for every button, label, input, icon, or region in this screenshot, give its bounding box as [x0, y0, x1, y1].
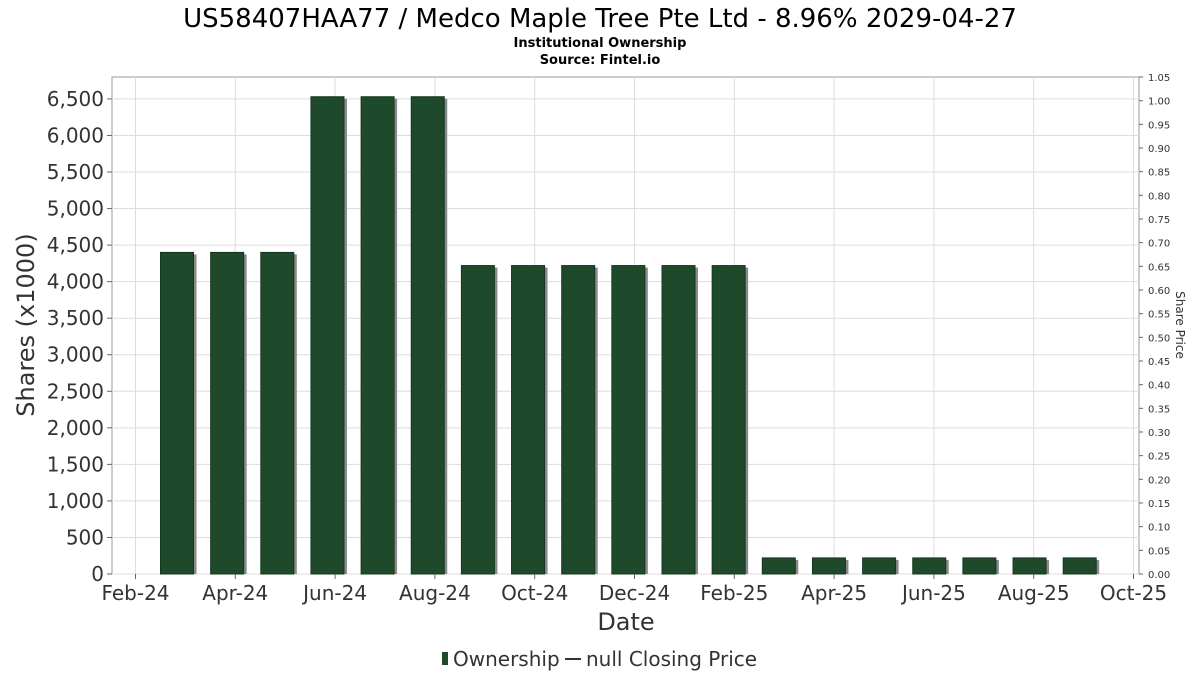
bar	[1012, 557, 1047, 575]
y2-tick-label: 0.80	[1148, 191, 1170, 202]
y2-tick-label: 0.50	[1148, 333, 1170, 344]
bar	[210, 251, 245, 575]
chart-subtitle: Institutional Ownership	[514, 36, 687, 51]
bar	[1062, 557, 1097, 575]
y2-tick-label: 1.05	[1148, 73, 1170, 84]
y2-tick-label: 0.55	[1148, 310, 1170, 321]
x-axis-label: Date	[597, 608, 654, 636]
bar	[611, 265, 646, 575]
bar	[811, 557, 846, 575]
y2-tick-label: 0.30	[1148, 428, 1170, 439]
y2-tick-label: 1.00	[1148, 97, 1170, 108]
y-tick-label: 2,000	[47, 416, 104, 440]
y2-tick-label: 0.75	[1148, 215, 1170, 226]
x-tick-label: Jun-25	[900, 581, 966, 605]
bar	[460, 265, 495, 575]
y2-tick-label: 0.25	[1148, 452, 1170, 463]
y-axis-left: 0 500 1,000 1,500 2,000 2,500 3,000 3,500 4,000 4…	[47, 87, 112, 586]
x-tick-label: Aug-24	[399, 581, 471, 605]
y2-tick-label: 0.15	[1148, 499, 1170, 510]
y-tick-label: 6,500	[47, 87, 104, 111]
chart-source: Source: Fintel.io	[540, 53, 661, 68]
bar	[912, 557, 947, 575]
bar	[962, 557, 997, 575]
bar	[661, 265, 696, 575]
x-tick-label: Oct-25	[1100, 581, 1167, 605]
y-tick-label: 2,500	[47, 379, 104, 403]
legend-ownership-swatch	[442, 652, 448, 665]
y-tick-label: 4,500	[47, 233, 104, 257]
bar	[410, 96, 445, 575]
y2-axis-label: Share Price	[1173, 291, 1187, 359]
bar	[160, 251, 194, 575]
bar	[360, 96, 395, 575]
legend: Ownership null Closing Price	[442, 647, 757, 671]
y-tick-label: 0	[91, 562, 104, 586]
y2-tick-label: 0.00	[1148, 570, 1170, 581]
x-tick-label: Jun-24	[301, 581, 367, 605]
bar	[260, 251, 295, 575]
x-tick-label: Apr-25	[801, 581, 867, 605]
y2-tick-label: 0.20	[1148, 475, 1170, 486]
x-tick-label: Feb-24	[101, 581, 169, 605]
y2-tick-label: 0.65	[1148, 262, 1170, 273]
y-tick-label: 5,500	[47, 160, 104, 184]
legend-price-label: null Closing Price	[586, 647, 757, 671]
bar	[711, 265, 746, 575]
x-axis: Feb-24 Apr-24 Jun-24 Aug-24 Oct-24 Dec-24 Feb-…	[101, 574, 1167, 605]
x-tick-label: Feb-25	[700, 581, 768, 605]
y-axis-right: 0.00 0.05 0.10 0.15 0.20 0.25 0.30 0.35 0.40 0.45…	[1139, 73, 1170, 581]
y2-tick-label: 0.90	[1148, 144, 1170, 155]
bar	[862, 557, 897, 575]
y2-tick-label: 0.05	[1148, 546, 1170, 557]
x-tick-label: Aug-25	[998, 581, 1070, 605]
y-tick-label: 5,000	[47, 197, 104, 221]
y2-tick-label: 0.35	[1148, 404, 1170, 415]
chart-title: US58407HAA77 / Medco Maple Tree Pte Ltd …	[183, 4, 1017, 34]
bar-series-ownership	[160, 96, 1100, 575]
y2-tick-label: 0.70	[1148, 239, 1170, 250]
y2-tick-label: 0.45	[1148, 357, 1170, 368]
y-tick-label: 6,000	[47, 123, 104, 147]
x-tick-label: Oct-24	[501, 581, 568, 605]
y-tick-label: 500	[66, 525, 104, 549]
x-tick-label: Apr-24	[202, 581, 268, 605]
y-tick-label: 1,000	[47, 489, 104, 513]
x-tick-label: Dec-24	[599, 581, 670, 605]
y2-tick-label: 0.60	[1148, 286, 1170, 297]
bar	[511, 265, 546, 575]
y-tick-label: 4,000	[47, 270, 104, 294]
y2-tick-label: 0.95	[1148, 120, 1170, 131]
y-axis-label: Shares (x1000)	[12, 233, 40, 416]
bar	[310, 96, 345, 575]
y2-tick-label: 0.40	[1148, 381, 1170, 392]
y-tick-label: 1,500	[47, 452, 104, 476]
y2-tick-label: 0.85	[1148, 168, 1170, 179]
y-tick-label: 3,500	[47, 306, 104, 330]
bar	[761, 557, 796, 575]
y2-tick-label: 0.10	[1148, 523, 1170, 534]
y-tick-label: 3,000	[47, 343, 104, 367]
bar	[561, 265, 596, 575]
legend-ownership-label: Ownership	[453, 647, 560, 671]
